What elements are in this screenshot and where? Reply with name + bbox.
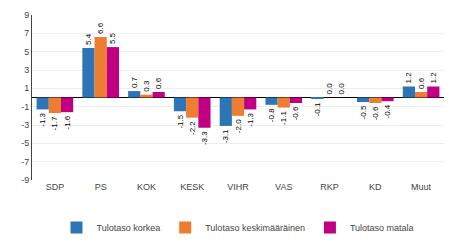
- svg-text:0.0: 0.0: [337, 83, 346, 95]
- svg-text:-0.6: -0.6: [371, 106, 380, 120]
- svg-text:KD: KD: [369, 182, 382, 192]
- svg-text:-9: -9: [21, 175, 29, 185]
- svg-text:VAS: VAS: [275, 182, 292, 192]
- svg-text:-7: -7: [21, 157, 29, 167]
- svg-text:-2.0: -2.0: [234, 119, 243, 133]
- svg-text:RKP: RKP: [320, 182, 339, 192]
- svg-text:-1.1: -1.1: [279, 111, 288, 125]
- svg-text:-0.1: -0.1: [313, 102, 322, 116]
- svg-text:3: 3: [24, 65, 29, 75]
- svg-text:-1.3: -1.3: [246, 112, 255, 126]
- svg-text:5.4: 5.4: [84, 33, 93, 45]
- svg-text:Tulotaso korkea: Tulotaso korkea: [97, 223, 161, 233]
- svg-text:0.6: 0.6: [154, 77, 163, 89]
- svg-text:Tulotaso matala: Tulotaso matala: [350, 223, 414, 233]
- svg-text:-3.3: -3.3: [200, 131, 209, 145]
- svg-text:5.5: 5.5: [108, 32, 117, 44]
- svg-text:-3: -3: [21, 120, 29, 130]
- svg-text:-1.5: -1.5: [176, 114, 185, 128]
- svg-text:-2.2: -2.2: [188, 121, 197, 135]
- svg-text:0.3: 0.3: [142, 80, 151, 92]
- svg-text:-0.8: -0.8: [267, 108, 276, 122]
- svg-text:7: 7: [24, 28, 29, 38]
- svg-text:KESK: KESK: [180, 182, 204, 192]
- svg-text:KOK: KOK: [137, 182, 156, 192]
- svg-text:0.7: 0.7: [130, 76, 139, 88]
- svg-text:6.6: 6.6: [96, 22, 105, 34]
- svg-text:0.0: 0.0: [325, 83, 334, 95]
- svg-text:0.6: 0.6: [417, 77, 426, 89]
- svg-text:SDP: SDP: [46, 182, 65, 192]
- svg-text:1: 1: [24, 83, 29, 93]
- svg-text:1.2: 1.2: [429, 72, 438, 84]
- svg-text:Muut: Muut: [411, 182, 432, 192]
- svg-text:-3.1: -3.1: [221, 129, 230, 143]
- svg-text:5: 5: [24, 47, 29, 57]
- svg-text:-1.6: -1.6: [63, 115, 72, 129]
- svg-text:-1.7: -1.7: [50, 116, 59, 130]
- svg-text:-1: -1: [21, 102, 29, 112]
- svg-text:-0.6: -0.6: [291, 106, 300, 120]
- svg-text:-1.3: -1.3: [38, 112, 47, 126]
- svg-text:9: 9: [24, 10, 29, 20]
- svg-text:-0.4: -0.4: [383, 104, 392, 118]
- svg-text:-5: -5: [21, 138, 29, 148]
- svg-text:1.2: 1.2: [404, 72, 413, 84]
- svg-text:Tulotaso keskimääräinen: Tulotaso keskimääräinen: [205, 223, 305, 233]
- svg-text:VIHR: VIHR: [227, 182, 249, 192]
- svg-text:-0.5: -0.5: [359, 105, 368, 119]
- svg-text:PS: PS: [95, 182, 107, 192]
